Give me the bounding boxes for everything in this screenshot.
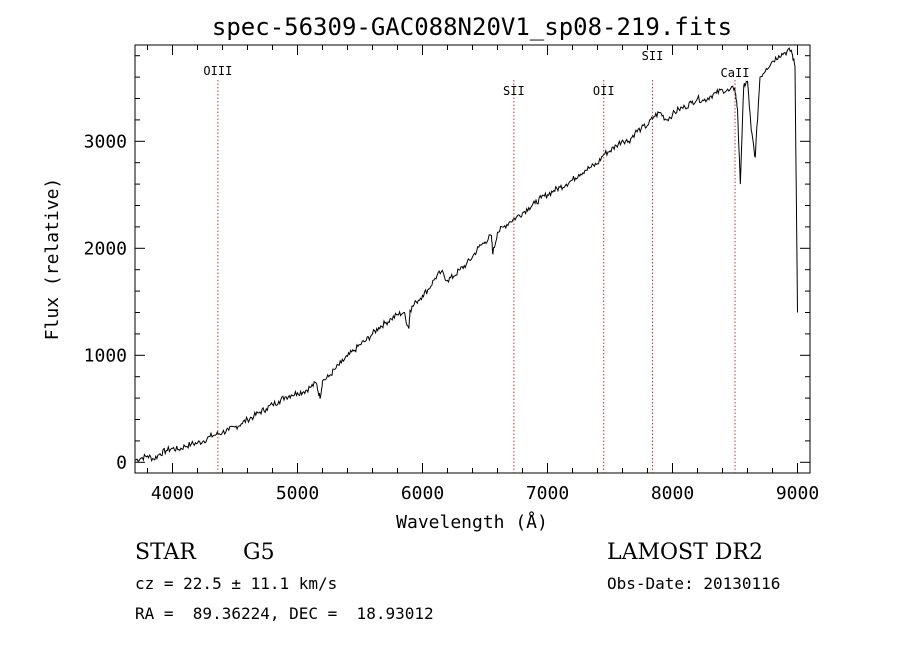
y-tick-label: 0 — [116, 452, 127, 473]
marker-label: SII — [642, 49, 664, 63]
spectrum-chart: spec-56309-GAC088N20V1_sp08-219.fits OII… — [42, 13, 819, 533]
emission-line-markers: OIII SII OII SII CaII — [203, 49, 749, 473]
x-tick-label: 6000 — [401, 483, 444, 504]
y-tick-label: 2000 — [84, 238, 127, 259]
marker-label: SII — [503, 84, 525, 98]
object-class: STAR — [135, 540, 196, 565]
redshift-text: cz = 22.5 ± 11.1 km/s — [135, 574, 338, 593]
x-tick-label: 4000 — [151, 483, 194, 504]
x-axis-label: Wavelength (Å) — [396, 511, 548, 533]
survey-name: LAMOST DR2 — [607, 540, 763, 565]
coordinates-text: RA = 89.36224, DEC = 18.93012 — [135, 604, 434, 623]
x-tick-label: 5000 — [276, 483, 319, 504]
marker-label: OIII — [203, 64, 232, 78]
y-axis-label: Flux (relative) — [42, 178, 63, 341]
x-tick-label: 9000 — [776, 483, 819, 504]
obs-date-text: Obs-Date: 20130116 — [607, 574, 781, 593]
spectrum-line — [134, 47, 798, 463]
marker-label: CaII — [721, 66, 750, 80]
object-subclass: G5 — [243, 540, 275, 565]
y-tick-label: 1000 — [84, 345, 127, 366]
plot-frame — [134, 44, 811, 474]
chart-title: spec-56309-GAC088N20V1_sp08-219.fits — [212, 13, 732, 41]
x-tick-label: 8000 — [651, 483, 694, 504]
x-tick-label: 7000 — [526, 483, 569, 504]
y-tick-label: 3000 — [84, 131, 127, 152]
marker-label: OII — [593, 84, 615, 98]
axis-ticks: 4000 5000 6000 7000 8000 9000 0 1000 2000 3000 — [84, 45, 819, 504]
